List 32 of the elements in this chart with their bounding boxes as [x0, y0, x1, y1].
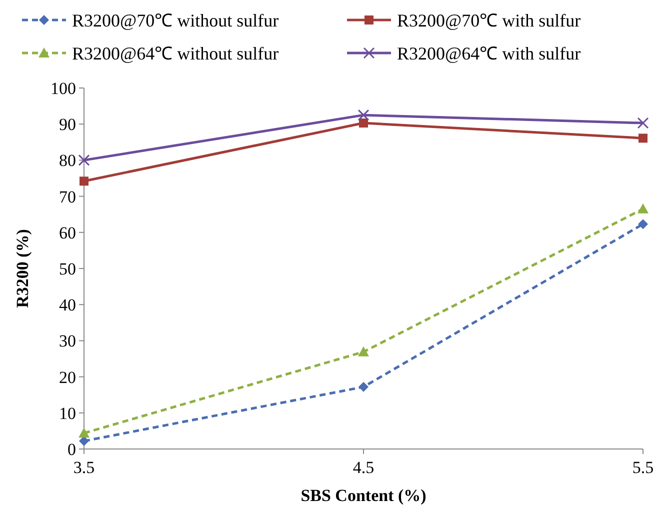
point: [358, 382, 368, 392]
y-tick-label: 20: [59, 368, 76, 387]
x-axis-title: SBS Content (%): [300, 486, 426, 505]
y-tick-label: 90: [59, 115, 76, 134]
point: [78, 154, 90, 166]
point: [79, 436, 89, 446]
point: [638, 134, 648, 143]
y-tick-label: 10: [59, 404, 76, 423]
y-tick-label: 30: [59, 332, 76, 351]
point: [638, 203, 648, 214]
y-tick-label: 50: [59, 259, 76, 278]
point: [359, 118, 368, 128]
y-axis-title: R3200 (%): [13, 229, 32, 308]
y-tick-label: 100: [50, 78, 76, 98]
x-tick-label: 5.5: [632, 458, 654, 477]
y-tick-label: 40: [59, 296, 76, 315]
legend-label: R3200@70℃ with sulfur: [397, 10, 581, 30]
x-tick-label: 4.5: [352, 458, 374, 477]
point: [638, 219, 648, 230]
point: [637, 117, 649, 129]
point: [358, 109, 370, 121]
point: [358, 346, 369, 356]
x-tick-label: 3.5: [73, 458, 95, 477]
y-tick-label: 70: [59, 187, 76, 206]
legend-label: R3200@64℃ with sulfur: [397, 43, 581, 64]
legend-label: R3200@64℃ without sulfur: [72, 43, 279, 64]
y-tick-label: 60: [59, 223, 76, 242]
y-tick-label: 0: [68, 440, 76, 459]
y-tick-label: 80: [59, 151, 76, 170]
point: [80, 176, 88, 186]
legend-label: R3200@70℃ without sulfur: [72, 10, 279, 30]
point: [78, 428, 90, 438]
